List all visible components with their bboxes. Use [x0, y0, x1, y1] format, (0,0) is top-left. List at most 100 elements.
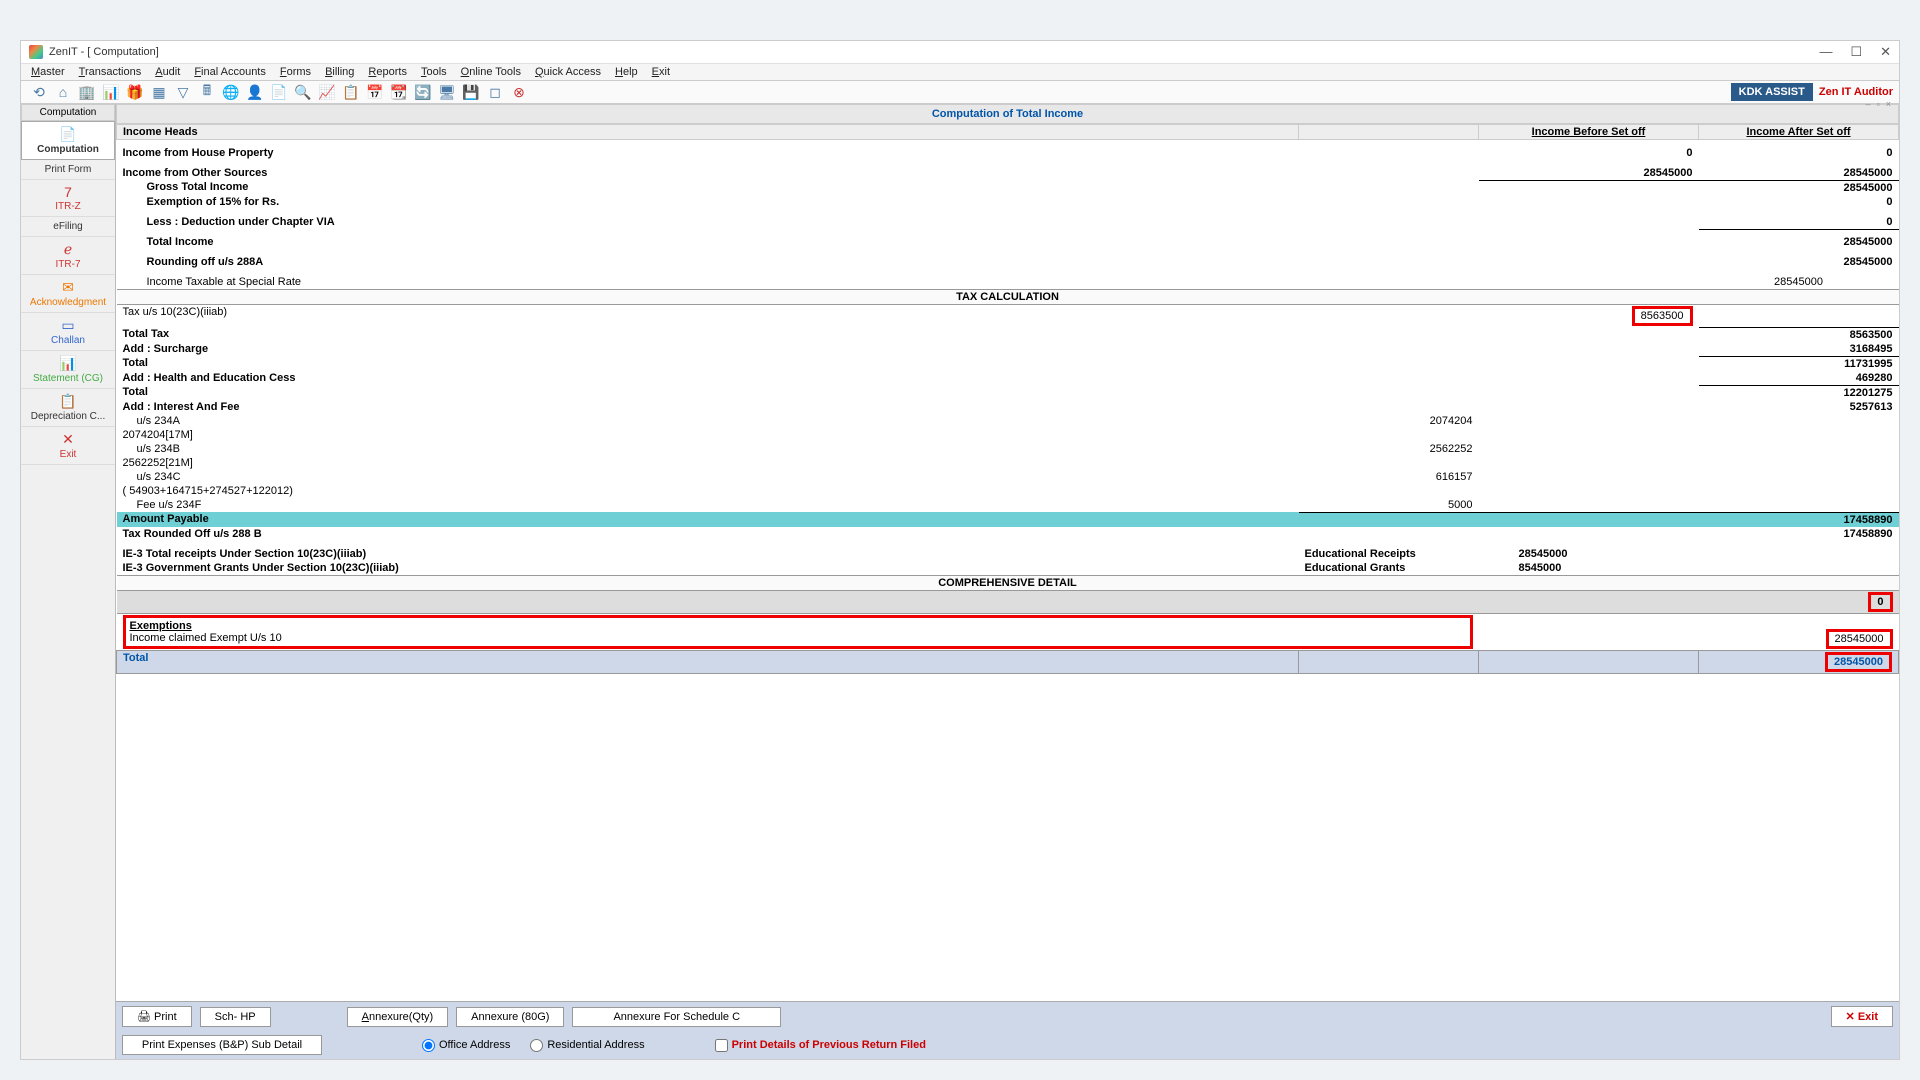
col-before: Income Before Set off — [1532, 126, 1646, 138]
tool-user-icon[interactable]: 👤 — [246, 83, 264, 101]
redbox-exempt-total: 28545000 — [1825, 652, 1892, 672]
row-round288b: Tax Rounded Off u/s 288 B — [117, 527, 1299, 541]
redbox-compdetail: 0 — [1868, 592, 1892, 612]
print-button[interactable]: 🖨 Print — [122, 1006, 192, 1027]
redbox-tax: 8563500 — [1632, 306, 1693, 326]
titlebar: ZenIT - [ Computation] — ☐ ✕ — [21, 41, 1899, 64]
comp-detail-header: COMPREHENSIVE DETAIL — [117, 575, 1899, 590]
residential-address-radio[interactable]: Residential Address — [530, 1039, 644, 1052]
sidebar-item-efiling[interactable]: eFiling — [21, 217, 115, 237]
row-other-sources: Income from Other Sources — [117, 166, 1299, 181]
tool-save-icon[interactable]: 💾 — [462, 83, 480, 101]
tool-gift-icon[interactable]: 🎁 — [126, 83, 144, 101]
row-234f: Fee u/s 234F — [117, 498, 1299, 513]
row-cess: Add : Health and Education Cess — [117, 371, 1299, 386]
zen-auditor-label: Zen IT Auditor — [1819, 86, 1893, 98]
close-button[interactable]: ✕ — [1880, 44, 1891, 60]
sidebar-item-acknowledgment[interactable]: ✉Acknowledgment — [21, 275, 115, 313]
tool-home-icon[interactable]: ⌂ — [54, 83, 72, 101]
page-title: Computation of Total Income — [116, 104, 1899, 124]
tool-cal2-icon[interactable]: 📆 — [390, 83, 408, 101]
tool-calc-icon[interactable]: 🖩 — [198, 83, 216, 101]
tool-filter-icon[interactable]: ▽ — [174, 83, 192, 101]
sidebar-header: Computation — [21, 104, 115, 121]
row-ie3-gov: IE-3 Government Grants Under Section 10(… — [117, 561, 1299, 576]
row-less-via: Less : Deduction under Chapter VIA — [117, 215, 1299, 230]
menu-item-quick-access[interactable]: Quick Access — [535, 66, 601, 78]
tool-chart-icon[interactable]: 📊 — [102, 83, 120, 101]
tool-grid-icon[interactable]: ▦ — [150, 83, 168, 101]
menu-item-help[interactable]: Help — [615, 66, 638, 78]
exit-button[interactable]: ✕ Exit — [1831, 1006, 1893, 1027]
menubar: Master Transactions Audit Final Accounts For… — [21, 64, 1899, 81]
row-234c: u/s 234C — [117, 470, 1299, 484]
row-total-tax: Total Tax — [117, 327, 1299, 342]
menu-item-transactions[interactable]: Transactions — [79, 66, 142, 78]
mdi-controls: – ▫ × — [1866, 99, 1891, 109]
menu-item-master[interactable]: Master — [31, 66, 65, 78]
row-gross: Gross Total Income — [117, 180, 1299, 195]
menu-item-reports[interactable]: Reports — [368, 66, 407, 78]
print-expenses-button[interactable]: Print Expenses (B&P) Sub Detail — [122, 1035, 322, 1055]
tool-search-icon[interactable]: 🔍 — [294, 83, 312, 101]
toolbar: ⟲ ⌂ 🏢 📊 🎁 ▦ ▽ 🖩 🌐 👤 📄 🔍 📈 📋 📅 📆 🔄 🖥 💾 ◻ … — [21, 81, 1899, 104]
computation-table: Income Heads Income Before Set off Incom… — [116, 124, 1899, 674]
annexure-schc-button[interactable]: Annexure For Schedule C — [572, 1007, 781, 1027]
row-234b: u/s 234B — [117, 442, 1299, 456]
row-special-rate: Income Taxable at Special Rate — [117, 275, 1299, 290]
tool-globe-icon[interactable]: 🌐 — [222, 83, 240, 101]
app-window: ZenIT - [ Computation] — ☐ ✕ Master Trans… — [20, 40, 1900, 1060]
mdi-min[interactable]: – — [1866, 99, 1871, 109]
row-payable: Amount Payable — [117, 512, 1299, 527]
menu-item-audit[interactable]: Audit — [155, 66, 180, 78]
row-234a: u/s 234A — [117, 414, 1299, 428]
sch-hp-button[interactable]: Sch- HP — [200, 1007, 271, 1027]
menu-item-online-tools[interactable]: Online Tools — [461, 66, 521, 78]
annexure-80g-button[interactable]: Annexure (80G) — [456, 1007, 564, 1027]
bottom-bar-2: Print Expenses (B&P) Sub Detail Office A… — [116, 1031, 1899, 1059]
tool-box-icon[interactable]: ◻ — [486, 83, 504, 101]
row-house-property: Income from House Property — [117, 146, 1299, 160]
sidebar-item-computation[interactable]: 📄Computation — [21, 121, 115, 160]
redbox-exemptions: Exemptions Income claimed Exempt U/s 10 — [123, 615, 1473, 649]
tool-bars-icon[interactable]: 📈 — [318, 83, 336, 101]
sidebar-item-itr-[interactable]: ℯITR-7 — [21, 237, 115, 275]
main-area: Computation of Total Income Income Heads… — [116, 104, 1899, 1059]
sidebar-item-itr-z[interactable]: 7ITR-Z — [21, 180, 115, 217]
maximize-button[interactable]: ☐ — [1850, 44, 1862, 60]
mdi-close[interactable]: × — [1886, 99, 1891, 109]
redbox-exempt-val: 28545000 — [1826, 629, 1893, 649]
window-title: ZenIT - [ Computation] — [49, 46, 1819, 58]
prev-return-checkbox[interactable]: Print Details of Previous Return Filed — [715, 1039, 926, 1052]
tool-clip-icon[interactable]: 📋 — [342, 83, 360, 101]
office-address-radio[interactable]: Office Address — [422, 1039, 510, 1052]
sidebar: Computation 📄ComputationPrint Form7ITR-Z… — [21, 104, 116, 1059]
col-after: Income After Set off — [1746, 126, 1850, 138]
row-exempt15: Exemption of 15% for Rs. — [117, 195, 1299, 209]
tool-refresh-icon[interactable]: ⟲ — [30, 83, 48, 101]
row-total2: Total — [117, 385, 1299, 400]
sidebar-item-print-form[interactable]: Print Form — [21, 160, 115, 180]
mdi-max[interactable]: ▫ — [1877, 99, 1880, 109]
sidebar-item-statement-cg-[interactable]: 📊Statement (CG) — [21, 351, 115, 389]
kdk-assist-badge[interactable]: KDK ASSIST — [1731, 83, 1813, 101]
tool-doc-icon[interactable]: 📄 — [270, 83, 288, 101]
sidebar-item-exit[interactable]: ✕Exit — [21, 427, 115, 465]
row-surcharge: Add : Surcharge — [117, 342, 1299, 357]
tool-close-icon[interactable]: ⊗ — [510, 83, 528, 101]
sidebar-item-depreciation-c-[interactable]: 📋Depreciation C... — [21, 389, 115, 427]
menu-item-exit[interactable]: Exit — [652, 66, 670, 78]
sidebar-item-challan[interactable]: ▭Challan — [21, 313, 115, 351]
minimize-button[interactable]: — — [1819, 44, 1832, 60]
tool-ref2-icon[interactable]: 🔄 — [414, 83, 432, 101]
menu-item-forms[interactable]: Forms — [280, 66, 311, 78]
annexure-qty-button[interactable]: Annexure(Qty) — [347, 1007, 449, 1027]
tool-building-icon[interactable]: 🏢 — [78, 83, 96, 101]
tool-monitor-icon[interactable]: 🖥 — [438, 83, 456, 101]
row-int-fee: Add : Interest And Fee — [117, 400, 1299, 414]
menu-item-final-accounts[interactable]: Final Accounts — [194, 66, 266, 78]
menu-item-billing[interactable]: Billing — [325, 66, 354, 78]
bottom-bar: 🖨 Print Sch- HP Annexure(Qty) Annexure (… — [116, 1001, 1899, 1031]
tool-cal-icon[interactable]: 📅 — [366, 83, 384, 101]
menu-item-tools[interactable]: Tools — [421, 66, 447, 78]
